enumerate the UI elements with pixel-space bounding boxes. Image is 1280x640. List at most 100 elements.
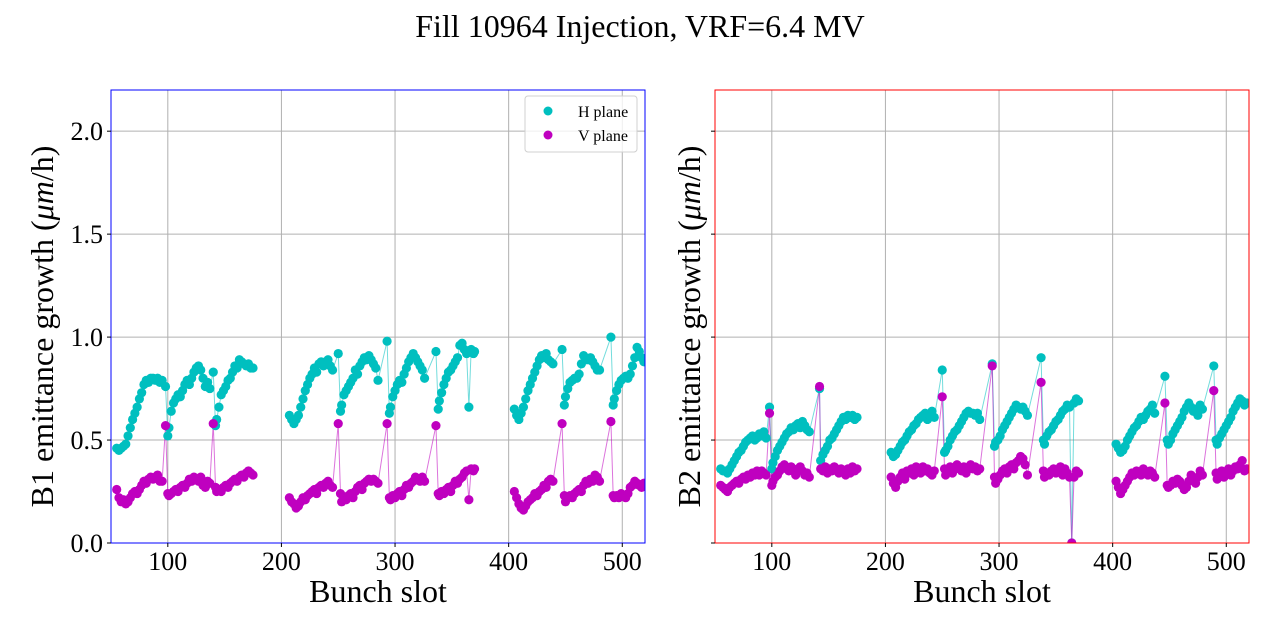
x-tick-label: 300 xyxy=(980,547,1019,576)
legend-box xyxy=(524,95,638,153)
data-point-v-plane xyxy=(464,495,474,505)
data-point-v-plane xyxy=(248,470,258,480)
data-point-h-plane xyxy=(594,365,605,375)
data-point-v-plane xyxy=(160,421,171,431)
y-axis-label-b1-unit: μm xyxy=(24,181,60,221)
data-point-h-plane xyxy=(929,412,939,422)
data-point-v-plane xyxy=(1237,456,1247,466)
data-point-v-plane xyxy=(814,381,825,392)
data-point-h-plane xyxy=(975,414,985,425)
data-point-h-plane xyxy=(397,377,407,387)
data-point-h-plane xyxy=(125,423,135,433)
data-point-v-plane xyxy=(639,478,645,488)
data-point-h-plane xyxy=(1022,410,1033,420)
data-point-h-plane xyxy=(163,431,173,441)
data-point-v-plane xyxy=(606,416,616,427)
data-point-h-plane xyxy=(373,375,383,385)
data-point-v-plane xyxy=(929,466,939,476)
data-point-v-plane xyxy=(419,476,430,486)
data-point-h-plane xyxy=(761,433,771,443)
x-tick-label: 200 xyxy=(262,547,301,576)
data-point-h-plane xyxy=(469,346,480,357)
legend-label-h-plane: H plane xyxy=(578,104,628,121)
data-point-h-plane xyxy=(639,357,645,367)
data-point-h-plane xyxy=(521,394,531,404)
axes-frame-b2 xyxy=(714,89,1250,544)
data-point-v-plane xyxy=(333,418,343,429)
data-point-v-plane xyxy=(431,421,441,431)
data-point-h-plane xyxy=(248,363,258,373)
data-point-h-plane xyxy=(518,402,529,412)
data-point-h-plane xyxy=(431,346,441,357)
data-point-h-plane xyxy=(627,361,638,371)
axes-frame-b1 xyxy=(110,89,646,544)
x-tick-label: 100 xyxy=(148,547,187,576)
y-tick-label: 1.5 xyxy=(71,220,104,249)
data-point-h-plane xyxy=(121,439,131,449)
data-point-v-plane xyxy=(975,464,985,474)
data-point-h-plane xyxy=(123,431,133,441)
panel-b2: 100 200 300 400 500 Bunch slot B2 emittance … xyxy=(671,89,1250,609)
data-point-h-plane xyxy=(352,369,363,379)
y-axis-label-b1-prefix: B1 emittance growth ( xyxy=(24,220,60,507)
data-point-v-plane xyxy=(208,418,218,429)
data-point-h-plane xyxy=(327,365,338,375)
data-point-h-plane xyxy=(1197,404,1208,414)
x-tick-label: 400 xyxy=(489,547,528,576)
y-axis-label-b2: B2 emittance growth (μm/h) xyxy=(671,146,707,508)
data-point-h-plane xyxy=(1160,371,1170,381)
data-point-v-plane xyxy=(1242,464,1249,474)
data-point-h-plane xyxy=(437,388,447,398)
data-point-v-plane xyxy=(1020,460,1030,470)
figure-title: Fill 10964 Injection, VRF=6.4 MV xyxy=(415,8,864,44)
data-point-h-plane xyxy=(804,427,814,437)
data-point-h-plane xyxy=(574,369,584,379)
data-point-h-plane xyxy=(560,392,571,402)
data-point-v-plane xyxy=(937,392,947,402)
x-tick-label: 400 xyxy=(1093,547,1132,576)
data-point-h-plane xyxy=(452,353,463,363)
data-point-v-plane xyxy=(1036,377,1046,387)
legend-label-v-plane: V plane xyxy=(578,128,628,145)
data-point-v-plane xyxy=(1150,472,1160,482)
data-point-v-plane xyxy=(1209,386,1219,396)
x-tick-label: 500 xyxy=(603,547,642,576)
y-tick-label: 2.0 xyxy=(71,117,104,146)
data-point-h-plane xyxy=(333,348,343,359)
data-point-v-plane xyxy=(761,470,771,480)
data-point-v-plane xyxy=(548,476,558,486)
legend: H plane V plane xyxy=(524,95,638,153)
data-point-h-plane xyxy=(298,394,308,404)
data-point-h-plane xyxy=(1209,361,1219,371)
data-point-v-plane xyxy=(804,472,814,482)
data-point-v-plane xyxy=(327,482,338,493)
data-point-h-plane xyxy=(417,365,427,375)
x-tick-label: 200 xyxy=(866,547,905,576)
data-point-h-plane xyxy=(166,406,176,416)
panel-b1: 100 200 300 400 500 0.0 0.5 1.0 1.5 2.0 Bunch slo… xyxy=(24,89,646,609)
data-point-h-plane xyxy=(296,402,306,412)
points-b1 xyxy=(112,332,645,515)
data-point-h-plane xyxy=(625,369,635,379)
data-point-v-plane xyxy=(382,418,392,429)
data-point-h-plane xyxy=(548,359,558,369)
series-line-v-plane xyxy=(720,365,1248,543)
data-point-h-plane xyxy=(464,402,474,412)
data-point-h-plane xyxy=(293,410,304,420)
data-point-h-plane xyxy=(559,400,569,410)
y-axis-label-b1: B1 emittance growth (μm/h) xyxy=(24,146,60,508)
points-b2 xyxy=(716,353,1249,543)
legend-marker-v-plane xyxy=(543,130,553,140)
x-tick-label: 300 xyxy=(376,547,415,576)
x-axis-label-b2: Bunch slot xyxy=(913,573,1051,609)
data-point-h-plane xyxy=(852,412,862,422)
data-point-v-plane xyxy=(1197,470,1208,480)
data-point-v-plane xyxy=(852,464,862,474)
data-point-h-plane xyxy=(312,367,322,377)
y-axis-label-b2-suffix: /h) xyxy=(671,146,707,182)
data-point-v-plane xyxy=(594,476,605,486)
data-point-v-plane xyxy=(1067,538,1077,543)
data-point-h-plane xyxy=(160,381,171,392)
data-point-v-plane xyxy=(373,478,383,488)
data-point-h-plane xyxy=(208,367,218,377)
